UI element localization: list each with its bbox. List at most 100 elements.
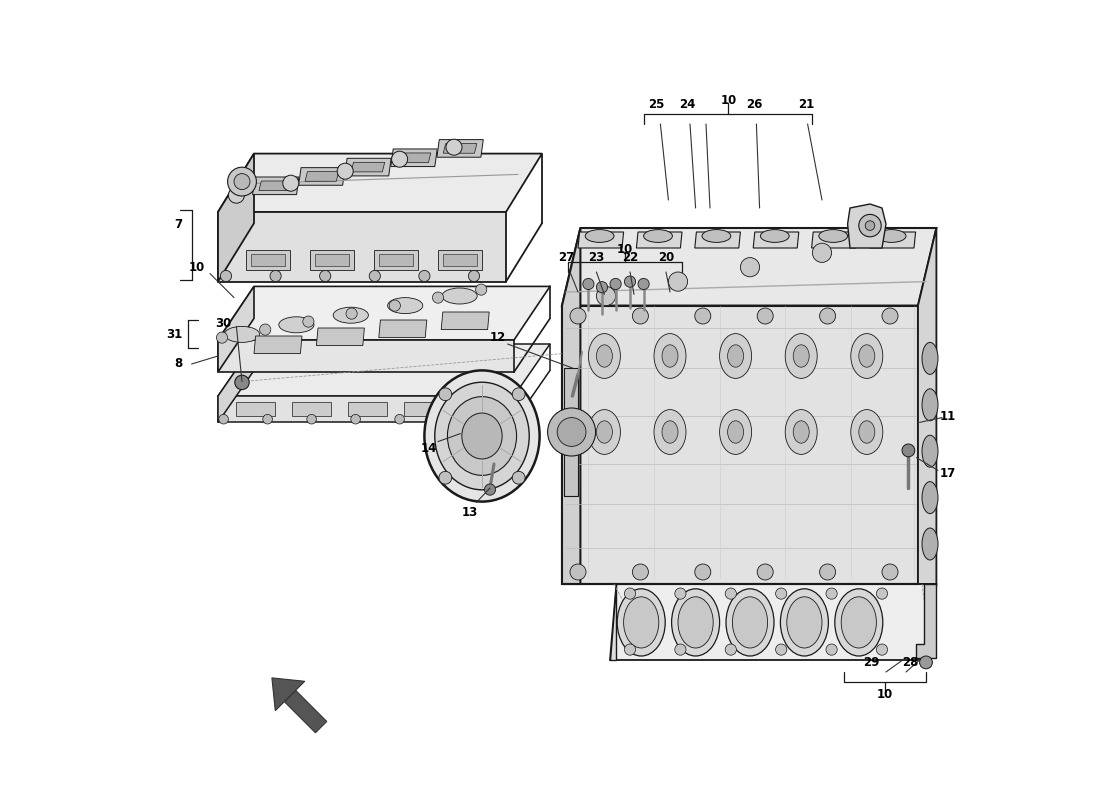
- Ellipse shape: [678, 597, 713, 648]
- Polygon shape: [284, 690, 327, 733]
- Circle shape: [725, 644, 736, 655]
- Circle shape: [625, 644, 636, 655]
- Text: 13: 13: [462, 506, 478, 518]
- Ellipse shape: [617, 589, 666, 656]
- Circle shape: [263, 414, 273, 424]
- Circle shape: [389, 300, 400, 311]
- Polygon shape: [437, 140, 483, 158]
- Polygon shape: [564, 368, 578, 496]
- Polygon shape: [258, 181, 293, 190]
- Circle shape: [669, 272, 688, 291]
- Text: 10: 10: [877, 688, 893, 701]
- Ellipse shape: [442, 288, 477, 304]
- Ellipse shape: [850, 334, 883, 378]
- Circle shape: [695, 308, 711, 324]
- Polygon shape: [637, 232, 682, 248]
- Circle shape: [596, 286, 616, 306]
- Polygon shape: [397, 153, 431, 162]
- Ellipse shape: [585, 230, 614, 242]
- Ellipse shape: [733, 597, 768, 648]
- Circle shape: [338, 163, 353, 179]
- Ellipse shape: [760, 230, 789, 242]
- Circle shape: [638, 278, 649, 290]
- Polygon shape: [218, 396, 514, 422]
- Ellipse shape: [588, 334, 620, 378]
- Ellipse shape: [596, 421, 613, 443]
- Circle shape: [260, 324, 271, 335]
- Ellipse shape: [850, 410, 883, 454]
- Polygon shape: [918, 228, 936, 584]
- Circle shape: [432, 292, 443, 303]
- Ellipse shape: [596, 345, 613, 367]
- Circle shape: [558, 418, 586, 446]
- Circle shape: [570, 564, 586, 580]
- Circle shape: [234, 375, 250, 390]
- Circle shape: [270, 270, 282, 282]
- Text: 27: 27: [558, 251, 574, 264]
- Polygon shape: [374, 250, 418, 270]
- Ellipse shape: [793, 345, 810, 367]
- Polygon shape: [293, 402, 331, 416]
- Circle shape: [610, 278, 621, 290]
- Text: 10: 10: [616, 243, 632, 256]
- Circle shape: [229, 187, 244, 203]
- Circle shape: [866, 221, 874, 230]
- Circle shape: [859, 214, 881, 237]
- Polygon shape: [562, 228, 936, 306]
- Ellipse shape: [835, 589, 883, 656]
- Ellipse shape: [727, 421, 744, 443]
- Circle shape: [228, 167, 256, 196]
- Ellipse shape: [922, 528, 938, 560]
- Polygon shape: [754, 232, 799, 248]
- Text: 14: 14: [420, 442, 437, 454]
- Polygon shape: [218, 154, 254, 282]
- Circle shape: [632, 564, 648, 580]
- Ellipse shape: [624, 597, 659, 648]
- Polygon shape: [443, 254, 477, 266]
- Circle shape: [882, 564, 898, 580]
- Circle shape: [469, 270, 480, 282]
- Text: 25: 25: [648, 98, 664, 110]
- Circle shape: [820, 564, 836, 580]
- Ellipse shape: [644, 230, 672, 242]
- Circle shape: [320, 270, 331, 282]
- Text: 28: 28: [902, 656, 918, 669]
- Polygon shape: [305, 172, 339, 182]
- Ellipse shape: [425, 370, 540, 502]
- Ellipse shape: [672, 589, 719, 656]
- Polygon shape: [916, 584, 936, 658]
- Ellipse shape: [278, 317, 314, 333]
- Polygon shape: [351, 162, 385, 172]
- Circle shape: [674, 588, 686, 599]
- Text: 23: 23: [588, 251, 605, 264]
- Circle shape: [483, 414, 493, 424]
- Polygon shape: [610, 584, 616, 660]
- Polygon shape: [218, 154, 542, 212]
- Ellipse shape: [842, 597, 877, 648]
- Text: 20: 20: [658, 251, 674, 264]
- Circle shape: [902, 444, 915, 457]
- Circle shape: [392, 151, 408, 167]
- Polygon shape: [405, 402, 443, 416]
- Polygon shape: [236, 402, 275, 416]
- Polygon shape: [812, 232, 857, 248]
- Ellipse shape: [224, 326, 260, 342]
- Polygon shape: [218, 344, 550, 396]
- Text: 10: 10: [720, 94, 737, 106]
- Polygon shape: [218, 286, 254, 372]
- Ellipse shape: [786, 597, 822, 648]
- Circle shape: [882, 308, 898, 324]
- Text: 22: 22: [621, 251, 638, 264]
- Circle shape: [307, 414, 317, 424]
- Ellipse shape: [922, 482, 938, 514]
- Polygon shape: [218, 286, 550, 340]
- Circle shape: [757, 308, 773, 324]
- Text: 29: 29: [864, 656, 880, 669]
- Text: 26: 26: [746, 98, 762, 110]
- Polygon shape: [253, 177, 299, 194]
- Ellipse shape: [922, 342, 938, 374]
- Circle shape: [674, 644, 686, 655]
- Polygon shape: [610, 584, 936, 660]
- Circle shape: [446, 139, 462, 155]
- Ellipse shape: [654, 334, 686, 378]
